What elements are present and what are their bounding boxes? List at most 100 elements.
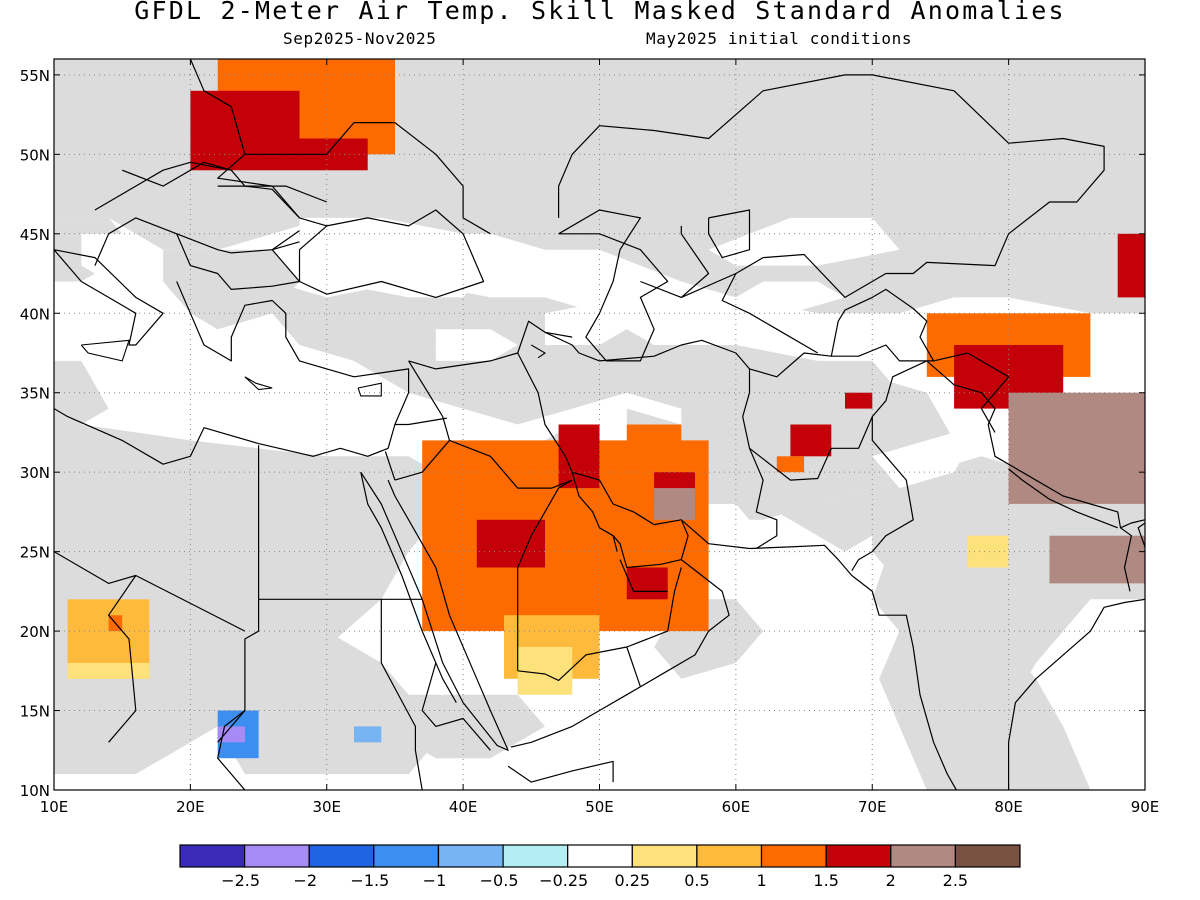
coastline-border [680, 519, 958, 790]
coastline-border [394, 417, 447, 426]
unmasked-area [817, 599, 900, 695]
masked-area [954, 217, 1145, 314]
colorbar-label: 1 [756, 871, 766, 890]
anomaly-shading [67, 59, 1145, 759]
longitude-label: 80E [994, 798, 1023, 816]
coastline-border [54, 281, 410, 465]
anomaly-cell [626, 567, 668, 600]
colorbar-swatch [890, 844, 956, 868]
anomaly-cell [190, 90, 300, 171]
colorbar-swatch [179, 844, 246, 868]
coastline-border [298, 209, 485, 298]
coastline-border [1007, 598, 1145, 790]
colorbar-label: −2 [293, 871, 317, 890]
coastline-border [517, 479, 573, 671]
unmasked-area [708, 217, 900, 266]
anomaly-cell [67, 662, 150, 679]
colorbar-swatch [567, 844, 633, 868]
coastline-border [217, 710, 246, 790]
colorbar-label: 0.5 [684, 871, 709, 890]
anomaly-cell [217, 726, 245, 743]
anomaly-cell [790, 424, 832, 457]
coastline-border [244, 121, 491, 235]
latitude-label: 20N [20, 623, 50, 641]
coastline-border [1120, 527, 1133, 592]
latitude-label: 55N [20, 67, 50, 85]
colorbar-swatch [760, 844, 827, 868]
coastline-border [94, 161, 328, 211]
colorbar-label: 2.5 [943, 871, 968, 890]
colorbar-label: −0.5 [480, 871, 519, 890]
island-outline [244, 376, 273, 391]
longitude-label: 90E [1131, 798, 1160, 816]
latitude-label: 35N [20, 385, 50, 403]
coastline-border [933, 352, 1010, 433]
coastline-border [619, 559, 668, 593]
colorbar-label: 1.5 [813, 871, 838, 890]
coastline-border [517, 646, 641, 687]
coastline-border [721, 273, 819, 354]
coastline-border [707, 209, 751, 259]
anomaly-cell [845, 392, 873, 409]
latitude-label: 40N [20, 305, 50, 323]
colorbar: −2.5 −2 −1.5 −1 −0.5 −0.25 0.25 0.5 1 1.5 2 2.5 [179, 844, 1021, 890]
colorbar-swatch [244, 844, 310, 868]
coastline-border [851, 416, 914, 572]
colorbar-swatch [631, 844, 698, 868]
coastline-border [54, 249, 164, 346]
coastline-border [571, 471, 689, 569]
anomaly-cell [1049, 535, 1145, 584]
anomaly-cell [1117, 233, 1145, 298]
colorbar-swatch [696, 844, 763, 868]
latitude-label: 15N [20, 703, 50, 721]
coastline-border [830, 288, 935, 362]
anomaly-cell [476, 519, 545, 568]
longitude-label: 60E [722, 798, 751, 816]
masked-area [872, 519, 1091, 790]
unmasked-area [81, 233, 164, 282]
coastline-border [1137, 522, 1145, 548]
colorbar-label: −1 [423, 871, 447, 890]
coastline-border [176, 230, 300, 254]
coastline-border [360, 471, 509, 751]
longitude-label: 50E [585, 798, 614, 816]
colorbar-label: 0.25 [614, 871, 650, 890]
longitude-label: 70E [858, 798, 887, 816]
longitude-label: 10E [40, 798, 69, 816]
anomaly-cell [967, 535, 1009, 568]
anomaly-cell [654, 488, 695, 520]
latitude-label: 25N [20, 544, 50, 562]
island-outline [80, 339, 130, 362]
unmasked-area [545, 297, 655, 345]
latitude-label: 30N [20, 464, 50, 482]
colorbar-swatch [308, 844, 375, 868]
coastlines-borders [54, 59, 1145, 790]
forecast-period: Sep2025-Nov2025 [283, 29, 437, 48]
longitude-label: 30E [312, 798, 341, 816]
coastline-border [507, 760, 614, 783]
longitude-label: 40E [449, 798, 478, 816]
longitude-label: 20E [176, 798, 205, 816]
latitude-label: 45N [20, 226, 50, 244]
map-title: GFDL 2-Meter Air Temp. Skill Masked Stan… [134, 0, 1066, 25]
colorbar-swatch [373, 844, 439, 868]
masked-area [763, 488, 900, 552]
anomaly-cell [776, 456, 805, 473]
coastline-border [121, 161, 232, 187]
masked-area [54, 360, 109, 425]
colorbar-label: −2.5 [221, 871, 260, 890]
coastline-border [510, 559, 730, 748]
coastline-border [557, 74, 1105, 298]
latitude-label: 50N [20, 146, 50, 164]
colorbar-swatch [954, 844, 1021, 868]
coastline-border [626, 567, 682, 648]
coastline-border [380, 599, 423, 790]
masked-area [408, 694, 545, 759]
coastline-border [612, 535, 618, 552]
coastline-border [360, 472, 457, 703]
coastline-border [217, 185, 300, 219]
coastline-border [749, 360, 928, 481]
coastline-border [408, 360, 573, 489]
coastline-border [640, 225, 710, 298]
